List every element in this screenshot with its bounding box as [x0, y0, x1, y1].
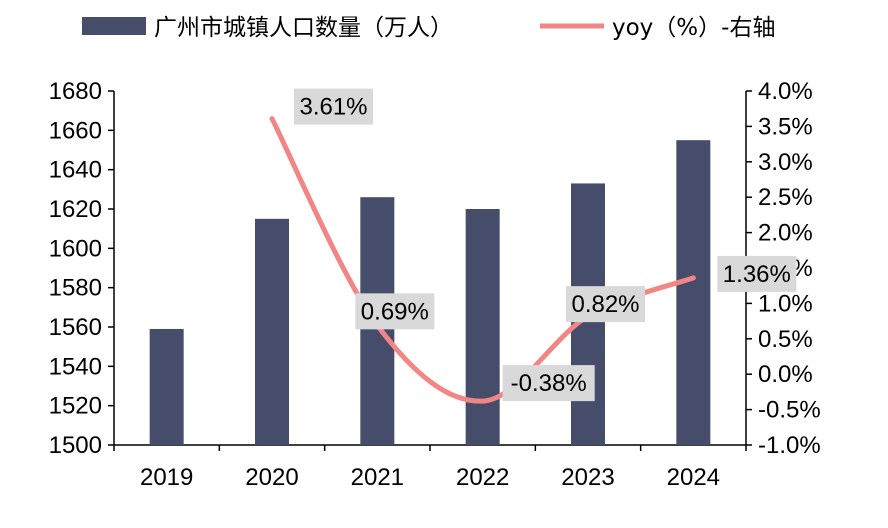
x-tick-label: 2019	[140, 464, 193, 491]
x-tick-label: 2021	[351, 464, 404, 491]
bar	[255, 218, 289, 445]
y-right-tick-label: 0.5%	[758, 326, 813, 353]
data-label: 0.69%	[361, 298, 429, 325]
y-right-tick-label: 3.0%	[758, 149, 813, 176]
bar	[465, 209, 500, 445]
data-label: -0.38%	[511, 370, 587, 397]
y-right-tick-label: 2.0%	[758, 220, 813, 247]
data-label-box	[717, 255, 797, 292]
y-right-tick-label: 0.0%	[758, 361, 813, 388]
data-label-box	[355, 293, 435, 330]
bar	[149, 328, 184, 445]
y-right-tick-label: 4.0%	[758, 78, 813, 105]
data-label-box	[502, 365, 595, 402]
legend-line-label: yoy（%）-右轴	[612, 15, 775, 41]
y-right-tick-label: 2.5%	[758, 184, 813, 211]
x-tick-label: 2024	[667, 464, 720, 491]
data-label-box	[566, 286, 645, 323]
y-left-tick-label: 1580	[49, 275, 102, 302]
bar	[676, 140, 711, 445]
x-tick-label: 2020	[245, 464, 298, 491]
legend-bar-swatch	[82, 17, 146, 35]
y-left-tick-label: 1620	[49, 196, 102, 223]
y-right-tick-label: -1.0%	[758, 432, 821, 459]
y-left-tick-label: 1600	[49, 235, 102, 262]
legend-bar-label: 广州市城镇人口数量（万人）	[154, 15, 453, 41]
y-right-tick-label: -0.5%	[758, 397, 821, 424]
y-right-tick-label: 1.0%	[758, 290, 813, 317]
legend: 广州市城镇人口数量（万人） yoy（%）-右轴	[82, 15, 775, 41]
data-labels: 3.61% 0.69% -0.38% 0.82% 1.36%	[294, 88, 797, 402]
x-tick-label: 2023	[561, 464, 614, 491]
x-tick-label: 2022	[456, 464, 509, 491]
y-left-tick-label: 1520	[49, 393, 102, 420]
y-left-tick-label: 1540	[49, 353, 102, 380]
data-label-box	[294, 88, 373, 125]
y-left-tick-label: 1500	[49, 432, 102, 459]
y-left-tick-label: 1660	[49, 117, 102, 144]
axes: 1500 1520 1540 1560 1580 1600 1620 1640 1660 1680…	[49, 78, 821, 491]
data-label: 3.61%	[299, 94, 367, 121]
y-left-tick-label: 1560	[49, 314, 102, 341]
y-left-tick-label: 1640	[49, 157, 102, 184]
data-label: 1.36%	[723, 261, 791, 288]
y-left-tick-label: 1680	[49, 78, 102, 105]
y-right-tick-label: 3.5%	[758, 113, 813, 140]
data-label: 0.82%	[571, 291, 639, 318]
